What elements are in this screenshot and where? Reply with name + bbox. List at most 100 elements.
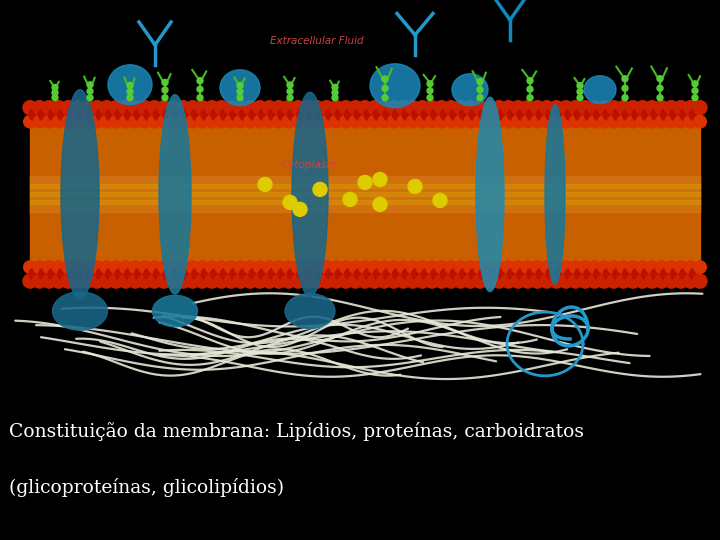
- Circle shape: [96, 268, 108, 280]
- Circle shape: [134, 109, 146, 120]
- Text: Constituição da membrana: Lipídios, proteínas, carboidratos: Constituição da membrana: Lipídios, prot…: [9, 422, 584, 441]
- Circle shape: [287, 94, 293, 100]
- Circle shape: [564, 109, 577, 120]
- Circle shape: [503, 261, 515, 273]
- Circle shape: [349, 116, 361, 128]
- Circle shape: [665, 261, 678, 273]
- Circle shape: [273, 261, 285, 273]
- Circle shape: [166, 274, 181, 288]
- Circle shape: [482, 274, 496, 288]
- Circle shape: [91, 261, 103, 273]
- Circle shape: [153, 268, 165, 280]
- Ellipse shape: [159, 94, 191, 294]
- Circle shape: [196, 261, 209, 273]
- Circle shape: [382, 94, 388, 100]
- Circle shape: [335, 109, 347, 120]
- Circle shape: [224, 274, 238, 288]
- Circle shape: [354, 268, 366, 280]
- Circle shape: [297, 109, 309, 120]
- Circle shape: [617, 261, 630, 273]
- Circle shape: [197, 94, 203, 100]
- Circle shape: [598, 100, 611, 114]
- Circle shape: [52, 76, 58, 82]
- Circle shape: [243, 100, 257, 114]
- Circle shape: [153, 109, 165, 120]
- Circle shape: [157, 274, 171, 288]
- Circle shape: [77, 109, 89, 120]
- Circle shape: [48, 268, 60, 280]
- Circle shape: [570, 261, 582, 273]
- Circle shape: [297, 268, 309, 280]
- Circle shape: [345, 268, 356, 280]
- Circle shape: [427, 84, 433, 90]
- Circle shape: [564, 268, 577, 280]
- Circle shape: [201, 109, 213, 120]
- Circle shape: [262, 100, 276, 114]
- Circle shape: [396, 100, 410, 114]
- Ellipse shape: [153, 295, 197, 327]
- Circle shape: [368, 100, 382, 114]
- Circle shape: [407, 116, 419, 128]
- Circle shape: [211, 109, 222, 120]
- Circle shape: [340, 261, 352, 273]
- Circle shape: [29, 268, 41, 280]
- Circle shape: [474, 116, 486, 128]
- Circle shape: [258, 178, 272, 191]
- Circle shape: [71, 261, 84, 273]
- Circle shape: [660, 268, 672, 280]
- Circle shape: [657, 89, 663, 95]
- Circle shape: [616, 274, 631, 288]
- Circle shape: [197, 81, 203, 87]
- Circle shape: [431, 268, 443, 280]
- Circle shape: [71, 274, 85, 288]
- Circle shape: [692, 89, 698, 95]
- Circle shape: [91, 116, 103, 128]
- Ellipse shape: [476, 97, 504, 292]
- Circle shape: [674, 274, 688, 288]
- Circle shape: [310, 274, 324, 288]
- Circle shape: [492, 116, 505, 128]
- Circle shape: [502, 100, 516, 114]
- Circle shape: [368, 274, 382, 288]
- Circle shape: [320, 100, 333, 114]
- Circle shape: [550, 261, 563, 273]
- Circle shape: [559, 100, 573, 114]
- Circle shape: [201, 268, 213, 280]
- Text: Extracellular Fluid: Extracellular Fluid: [270, 36, 364, 46]
- Circle shape: [358, 274, 372, 288]
- Circle shape: [329, 100, 343, 114]
- Circle shape: [444, 274, 458, 288]
- Circle shape: [300, 100, 315, 114]
- Circle shape: [258, 109, 271, 120]
- Circle shape: [454, 116, 467, 128]
- Circle shape: [301, 261, 314, 273]
- Circle shape: [81, 261, 94, 273]
- Circle shape: [531, 116, 544, 128]
- Circle shape: [527, 88, 533, 94]
- Circle shape: [415, 100, 429, 114]
- Circle shape: [512, 116, 524, 128]
- Circle shape: [81, 100, 94, 114]
- Circle shape: [237, 83, 243, 89]
- Circle shape: [575, 268, 586, 280]
- Circle shape: [61, 100, 76, 114]
- Circle shape: [291, 100, 305, 114]
- Circle shape: [253, 261, 266, 273]
- Ellipse shape: [545, 105, 565, 284]
- Circle shape: [488, 268, 500, 280]
- Circle shape: [167, 261, 180, 273]
- Circle shape: [427, 90, 433, 96]
- Circle shape: [454, 261, 467, 273]
- Circle shape: [272, 100, 286, 114]
- Circle shape: [578, 274, 592, 288]
- Circle shape: [120, 261, 132, 273]
- Circle shape: [182, 268, 194, 280]
- Bar: [30, 192, 700, 197]
- Circle shape: [651, 109, 663, 120]
- Circle shape: [511, 100, 525, 114]
- Circle shape: [431, 109, 443, 120]
- Circle shape: [559, 274, 573, 288]
- Circle shape: [387, 274, 401, 288]
- Circle shape: [374, 109, 385, 120]
- Circle shape: [172, 268, 184, 280]
